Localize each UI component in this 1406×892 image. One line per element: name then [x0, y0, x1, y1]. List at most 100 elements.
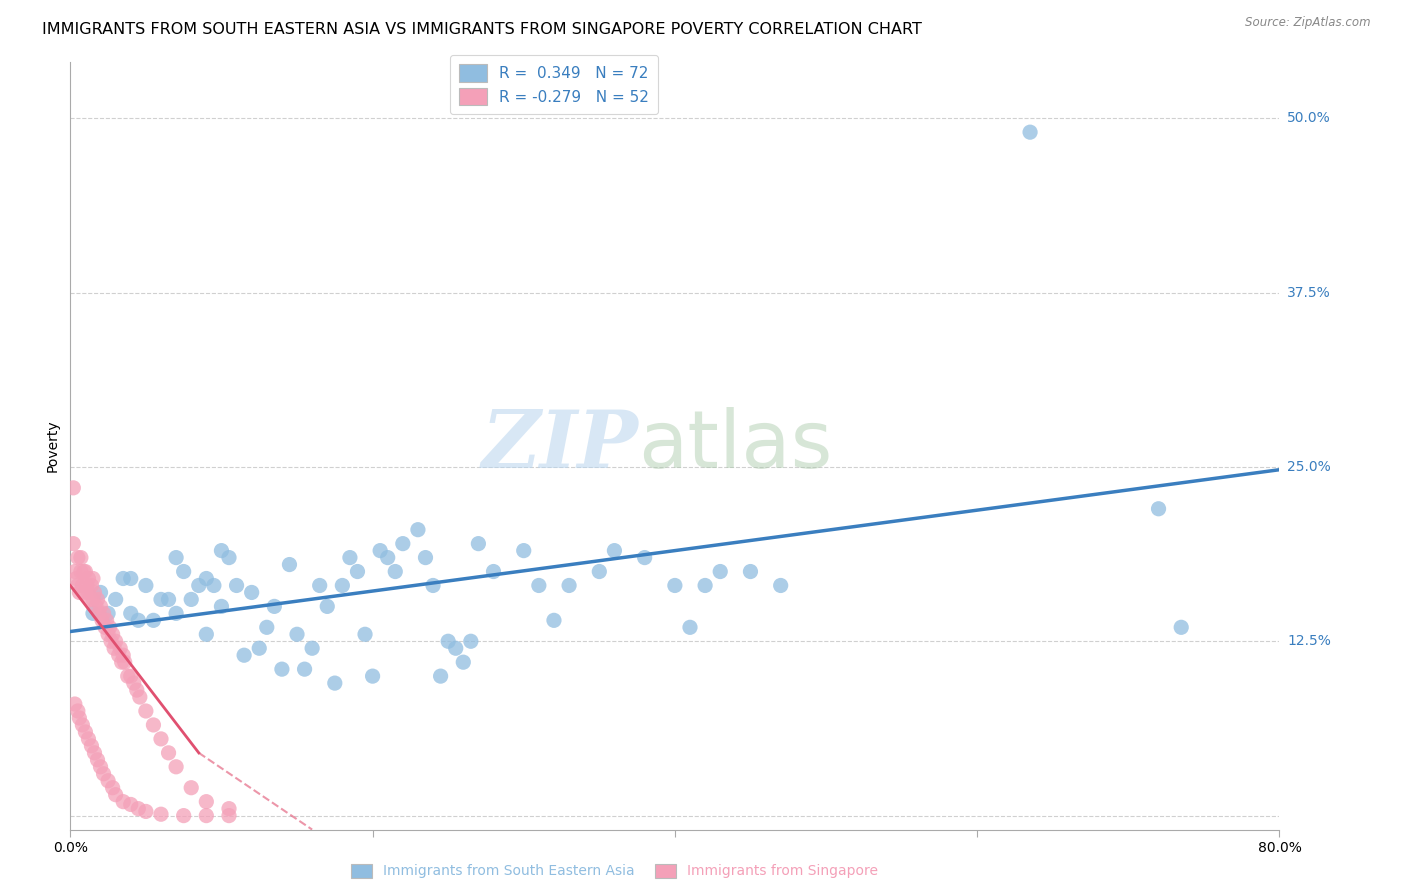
Point: [323, 676, 346, 690]
Point: [211, 543, 233, 558]
Point: [218, 550, 240, 565]
Point: [66, 578, 89, 592]
Point: [278, 558, 301, 572]
Point: [240, 585, 263, 599]
Point: [693, 578, 716, 592]
Point: [125, 683, 148, 698]
Point: [80, 578, 103, 592]
Point: [225, 578, 247, 592]
Point: [84, 599, 107, 614]
Point: [120, 669, 142, 683]
Point: [195, 808, 218, 822]
Point: [90, 760, 111, 774]
Point: [127, 802, 149, 816]
Point: [62, 536, 84, 550]
Point: [63, 565, 86, 579]
Point: [769, 578, 792, 592]
Point: [83, 585, 105, 599]
Point: [75, 585, 97, 599]
Point: [157, 592, 180, 607]
Point: [104, 634, 127, 648]
Text: IMMIGRANTS FROM SOUTH EASTERN ASIA VS IMMIGRANTS FROM SINGAPORE POVERTY CORRELAT: IMMIGRANTS FROM SOUTH EASTERN ASIA VS IM…: [42, 22, 922, 37]
Point: [150, 807, 172, 822]
Point: [104, 592, 127, 607]
Point: [112, 795, 135, 809]
Point: [101, 627, 124, 641]
Point: [90, 599, 111, 614]
Point: [77, 731, 100, 746]
Point: [111, 655, 134, 669]
Point: [150, 731, 172, 746]
Point: [117, 669, 139, 683]
Point: [543, 613, 565, 627]
Point: [211, 599, 233, 614]
Point: [97, 627, 120, 641]
Point: [70, 565, 93, 579]
Point: [346, 565, 368, 579]
Point: [218, 802, 240, 816]
Point: [87, 607, 110, 621]
Point: [75, 725, 97, 739]
Point: [429, 669, 451, 683]
Legend: Immigrants from South Eastern Asia, Immigrants from Singapore: Immigrants from South Eastern Asia, Immi…: [346, 858, 883, 884]
Point: [415, 550, 437, 565]
Point: [339, 550, 361, 565]
Point: [165, 550, 187, 565]
Point: [633, 550, 655, 565]
Point: [482, 565, 505, 579]
Point: [150, 592, 172, 607]
Point: [83, 746, 105, 760]
Point: [77, 585, 100, 599]
Point: [709, 565, 731, 579]
Y-axis label: Poverty: Poverty: [45, 420, 59, 472]
Point: [453, 655, 475, 669]
Point: [73, 565, 96, 579]
Point: [120, 607, 142, 621]
Point: [180, 780, 202, 795]
Point: [256, 620, 278, 634]
Point: [588, 565, 610, 579]
Point: [128, 690, 150, 704]
Point: [67, 585, 90, 599]
Point: [97, 607, 120, 621]
Point: [308, 578, 330, 592]
Point: [82, 592, 104, 607]
Point: [202, 578, 225, 592]
Point: [96, 613, 118, 627]
Point: [467, 536, 489, 550]
Point: [135, 805, 157, 819]
Point: [247, 641, 270, 656]
Point: [558, 578, 581, 592]
Point: [406, 523, 429, 537]
Point: [1147, 501, 1170, 516]
Point: [101, 780, 124, 795]
Point: [135, 578, 157, 592]
Point: [332, 578, 354, 592]
Point: [77, 572, 100, 586]
Point: [285, 627, 308, 641]
Text: 50.0%: 50.0%: [1286, 112, 1330, 125]
Point: [422, 578, 444, 592]
Point: [75, 565, 97, 579]
Point: [91, 613, 114, 627]
Point: [1170, 620, 1192, 634]
Point: [270, 662, 294, 676]
Point: [108, 641, 131, 656]
Point: [165, 607, 187, 621]
Point: [233, 648, 256, 663]
Point: [316, 599, 339, 614]
Point: [100, 634, 122, 648]
Point: [527, 578, 550, 592]
Point: [157, 746, 180, 760]
Point: [67, 711, 90, 725]
Point: [86, 753, 108, 767]
Point: [173, 808, 195, 822]
Text: ZIP: ZIP: [482, 408, 638, 484]
Point: [679, 620, 702, 634]
Point: [65, 572, 87, 586]
Point: [368, 543, 391, 558]
Point: [1019, 125, 1042, 139]
Point: [80, 739, 103, 753]
Point: [97, 773, 120, 788]
Point: [142, 613, 165, 627]
